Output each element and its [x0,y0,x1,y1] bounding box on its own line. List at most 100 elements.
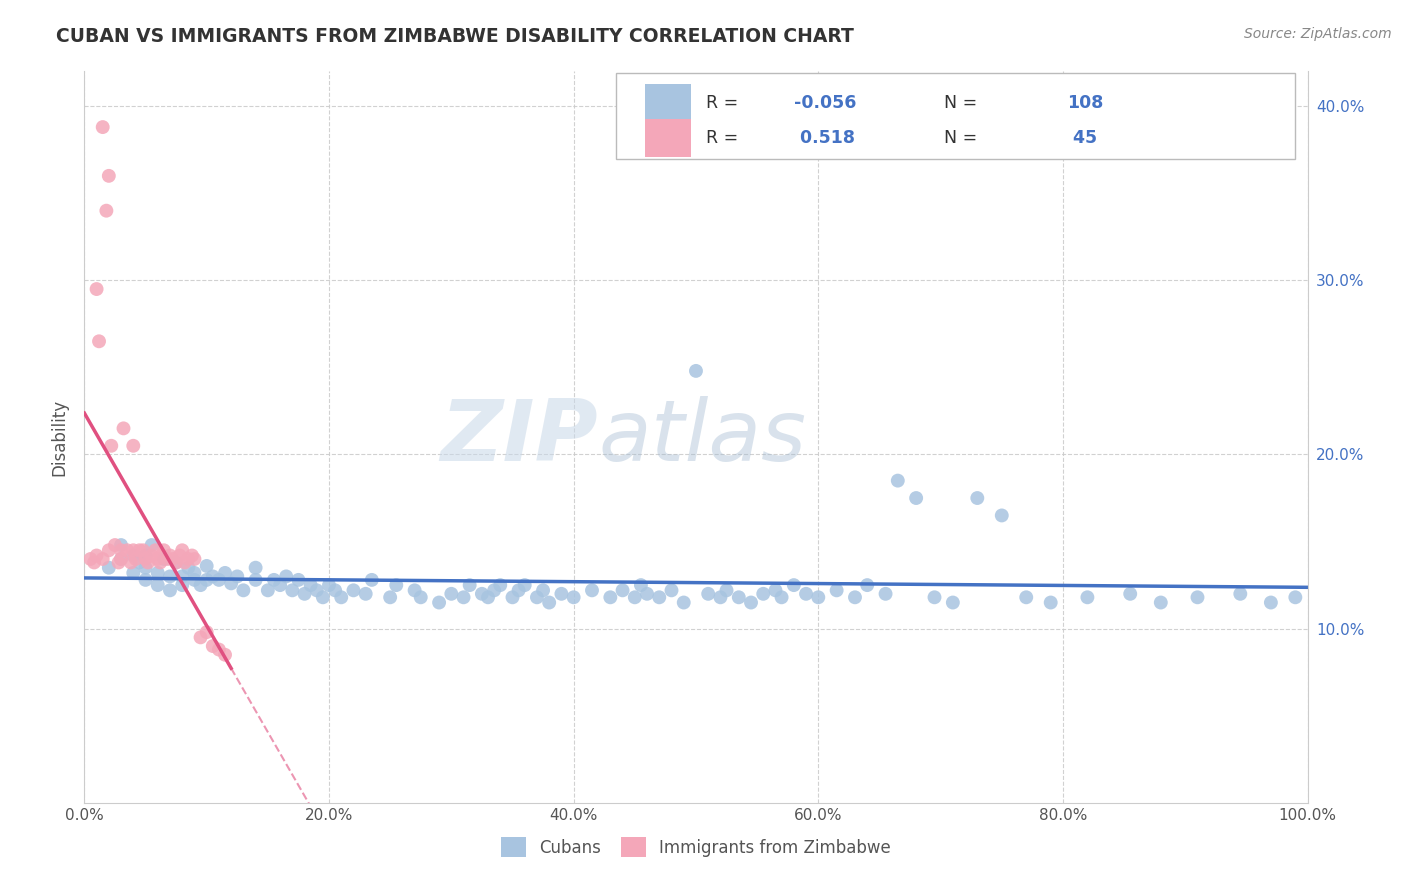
Point [477,591,499,605]
Point [1076,591,1098,605]
Point [195,625,218,640]
Point [110,543,132,558]
Point [83,556,105,570]
Point [716,583,738,598]
Text: 0.518: 0.518 [794,129,855,147]
Point [513,578,536,592]
Point [709,591,731,605]
Point [409,591,432,605]
Text: -0.056: -0.056 [794,94,856,112]
Point [257,583,280,598]
Point [1039,595,1062,609]
Point [856,578,879,592]
Point [122,549,145,563]
Text: N =: N = [945,94,983,112]
Point [531,583,554,598]
Text: R =: R = [706,129,744,147]
Point [135,560,157,574]
Point [110,552,132,566]
Point [226,569,249,583]
Point [107,556,129,570]
Point [697,587,720,601]
Point [924,591,946,605]
Point [120,556,142,570]
Point [135,573,157,587]
Point [97,169,120,183]
Point [887,474,910,488]
Point [165,556,187,570]
Bar [644,119,692,157]
Point [740,595,762,609]
Bar [644,84,692,121]
Point [581,583,603,598]
Point [482,583,505,598]
Point [636,587,658,601]
Point [765,583,787,598]
Point [562,591,585,605]
Point [323,583,346,598]
Point [844,591,866,605]
Point [173,556,195,570]
Text: 108: 108 [1067,94,1102,112]
Text: ZIP: ZIP [440,395,598,479]
Point [146,552,169,566]
Point [135,549,157,563]
Point [942,595,965,609]
Point [1150,595,1173,609]
Point [752,587,775,601]
Point [110,552,132,566]
Point [122,566,145,580]
Point [190,631,212,645]
Point [97,543,120,558]
Point [245,560,267,574]
Point [159,549,181,563]
Point [299,578,322,592]
Point [91,552,114,566]
Point [502,591,524,605]
Point [156,552,179,566]
Point [630,578,652,592]
Point [360,573,382,587]
Point [136,556,159,570]
Point [169,549,191,563]
Point [172,569,194,583]
Point [165,556,187,570]
Point [770,591,793,605]
Text: Source: ZipAtlas.com: Source: ZipAtlas.com [1244,27,1392,41]
Point [183,552,205,566]
Point [342,583,364,598]
Point [538,595,561,609]
Point [281,583,304,598]
Point [294,587,316,601]
Point [79,552,101,566]
Point [159,583,181,598]
Point [208,642,231,657]
Point [100,439,122,453]
Point [146,578,169,592]
Point [427,595,450,609]
Point [453,591,475,605]
Point [1284,591,1306,605]
Point [96,203,118,218]
Point [672,595,695,609]
Point [208,573,231,587]
Point [1229,587,1251,601]
Point [624,591,647,605]
Point [508,583,530,598]
Point [318,578,340,592]
Point [201,569,224,583]
Point [875,587,897,601]
Point [146,566,169,580]
Text: atlas: atlas [598,395,806,479]
Point [153,543,176,558]
Point [112,421,135,435]
Point [162,552,184,566]
Point [1015,591,1038,605]
Point [354,587,377,601]
Text: 45: 45 [1067,129,1097,147]
Point [1260,595,1282,609]
Point [97,560,120,574]
Point [685,364,707,378]
Point [276,569,298,583]
Point [458,578,481,592]
